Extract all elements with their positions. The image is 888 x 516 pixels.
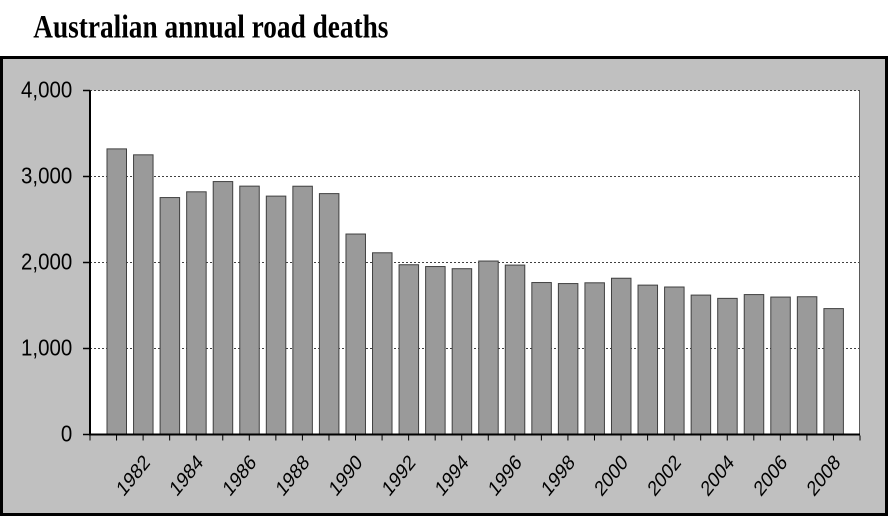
svg-text:2,000: 2,000 [21, 248, 72, 275]
svg-text:3,000: 3,000 [21, 162, 72, 189]
svg-text:Australian annual road deaths: Australian annual road deaths [33, 9, 388, 45]
svg-text:4,000: 4,000 [21, 76, 72, 103]
svg-text:1,000: 1,000 [21, 334, 72, 361]
svg-text:0: 0 [61, 420, 72, 447]
